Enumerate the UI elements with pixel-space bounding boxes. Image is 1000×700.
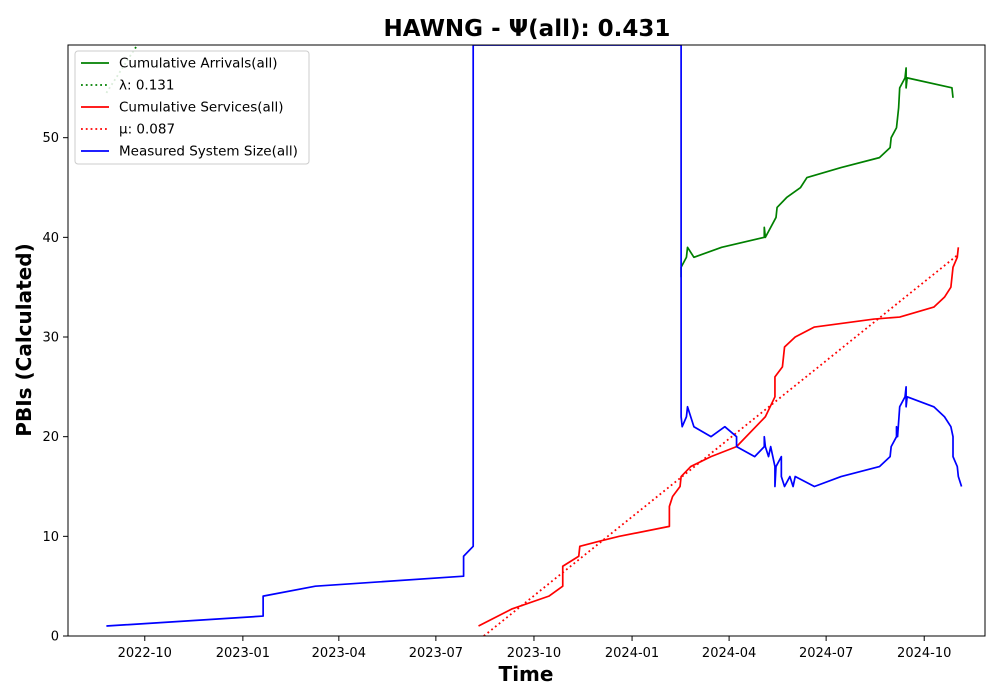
x-tick-label: 2024-04 [702,646,756,661]
series-layer [105,45,963,636]
y-tick-label: 20 [42,430,59,445]
legend-label: μ: 0.087 [119,122,175,138]
x-tick-label: 2024-10 [897,646,951,661]
x-tick-label: 2023-10 [507,646,561,661]
series-line-0 [680,67,954,278]
y-tick-label: 10 [42,530,59,545]
plot-frame [67,44,986,637]
x-tick-label: 2022-10 [118,646,172,661]
chart-title: HAWNG - Ψ(all): 0.431 [384,16,671,42]
x-axis: 2022-10 2023-01 2023-04 2023-07 2023-10 2024-… [118,636,951,661]
legend: Cumulative Arrivals(all) λ: 0.131 Cumulati… [74,50,310,165]
x-axis-title: Time [499,662,554,686]
x-tick-label: 2023-04 [312,646,366,661]
x-tick-label: 2024-07 [799,646,853,661]
y-axis-title: PBIs (Calculated) [12,243,36,436]
y-tick-label: 40 [42,231,59,246]
y-axis: 0 10 20 30 40 50 [42,131,68,645]
x-tick-label: 2023-07 [409,646,463,661]
x-tick-label: 2023-01 [216,646,270,661]
legend-label: Cumulative Services(all) [119,100,284,116]
x-tick-label: 2024-01 [605,646,659,661]
y-tick-label: 50 [42,131,59,146]
y-tick-label: 0 [51,630,59,645]
legend-label: λ: 0.131 [119,78,174,94]
series-line-4 [106,45,963,627]
series-line-2 [478,247,960,627]
legend-label: Cumulative Arrivals(all) [119,56,278,72]
legend-label: Measured System Size(all) [119,144,298,160]
y-tick-label: 30 [42,331,59,346]
legend-box [74,50,310,165]
series-line-3 [483,254,958,636]
